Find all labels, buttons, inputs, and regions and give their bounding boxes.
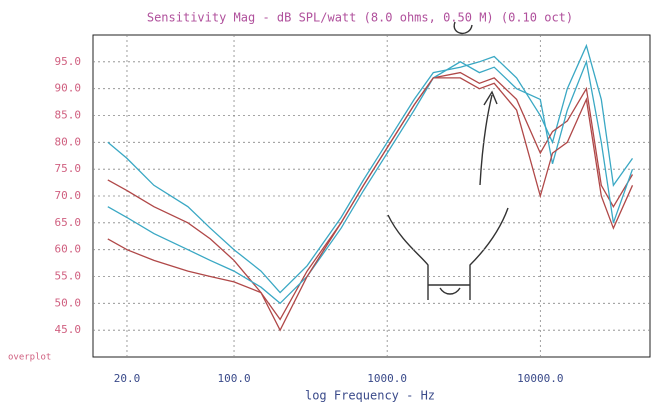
y-tick-label: 50.0 (55, 296, 82, 309)
series-line (107, 43, 634, 294)
arrow-shaft (479, 94, 493, 186)
x-tick-label: 10000.0 (517, 372, 563, 385)
y-tick-label: 75.0 (55, 162, 82, 175)
corner-label: overplot (8, 353, 51, 363)
x-tick-label: 100.0 (217, 372, 250, 385)
y-tick-label: 95.0 (55, 55, 82, 68)
x-tick-label: 20.0 (114, 372, 141, 385)
x-axis-label: log Frequency - Hz (305, 389, 435, 403)
speaker-sketch (387, 207, 509, 300)
series-line (107, 59, 634, 305)
y-tick-label: 80.0 (55, 135, 82, 148)
y-tick-label: 45.0 (55, 323, 82, 336)
handwritten-annotation (387, 21, 509, 300)
speaker-sketch-cone (439, 287, 461, 295)
y-tick-label: 65.0 (55, 216, 82, 229)
scribble (453, 21, 473, 34)
y-tick-label: 55.0 (55, 270, 82, 283)
chart-title: Sensitivity Mag - dB SPL/watt (8.0 ohms,… (147, 11, 573, 25)
series-line (107, 77, 634, 332)
plot-frame (92, 34, 651, 358)
y-tick-label: 90.0 (55, 82, 82, 95)
y-tick-label: 70.0 (55, 189, 82, 202)
y-tick-label: 85.0 (55, 109, 82, 122)
y-tick-label: 60.0 (55, 243, 82, 256)
arrow-head (483, 90, 498, 106)
x-tick-label: 1000.0 (367, 372, 407, 385)
